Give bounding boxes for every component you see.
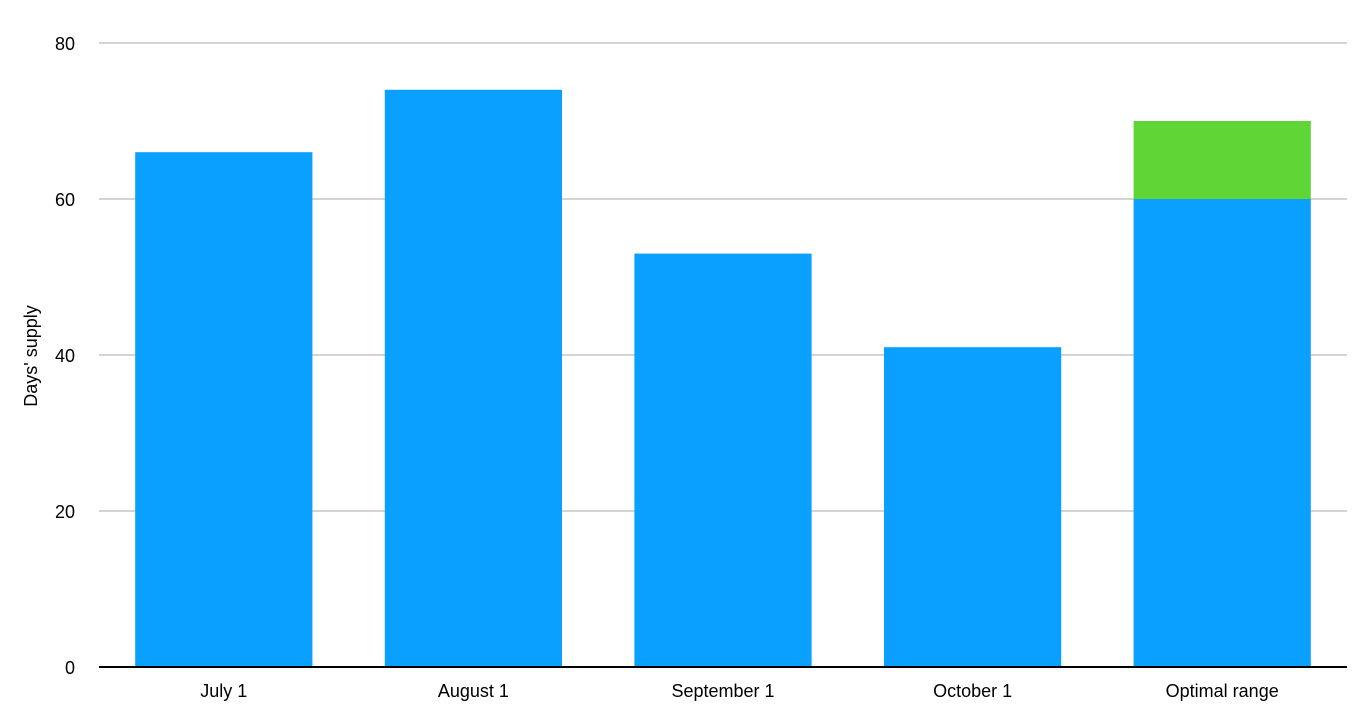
x-tick-label: September 1 — [671, 681, 774, 701]
y-tick-label: 20 — [55, 502, 75, 522]
bars — [135, 89, 1311, 668]
x-tick-label: October 1 — [933, 681, 1012, 701]
bar-october-1-segment-1 — [883, 347, 1062, 667]
bar-optimal-range-segment-2 — [1133, 121, 1311, 199]
y-axis-title: Days' supply — [21, 305, 41, 406]
bar-optimal-range-segment-1 — [1133, 199, 1311, 667]
y-tick-label: 0 — [65, 658, 75, 678]
bar-august-1-segment-1 — [384, 89, 563, 668]
x-tick-label: August 1 — [438, 681, 509, 701]
y-tick-label: 80 — [55, 34, 75, 54]
x-tick-label: Optimal range — [1166, 681, 1279, 701]
y-tick-label: 60 — [55, 190, 75, 210]
y-tick-label: 40 — [55, 346, 75, 366]
bar-july-1-segment-1 — [135, 152, 313, 667]
axes: 0 20 40 60 80 July 1 August 1 September 1 Octobe… — [55, 34, 1347, 701]
bar-september-1-segment-1 — [634, 253, 812, 667]
x-tick-label: July 1 — [200, 681, 247, 701]
